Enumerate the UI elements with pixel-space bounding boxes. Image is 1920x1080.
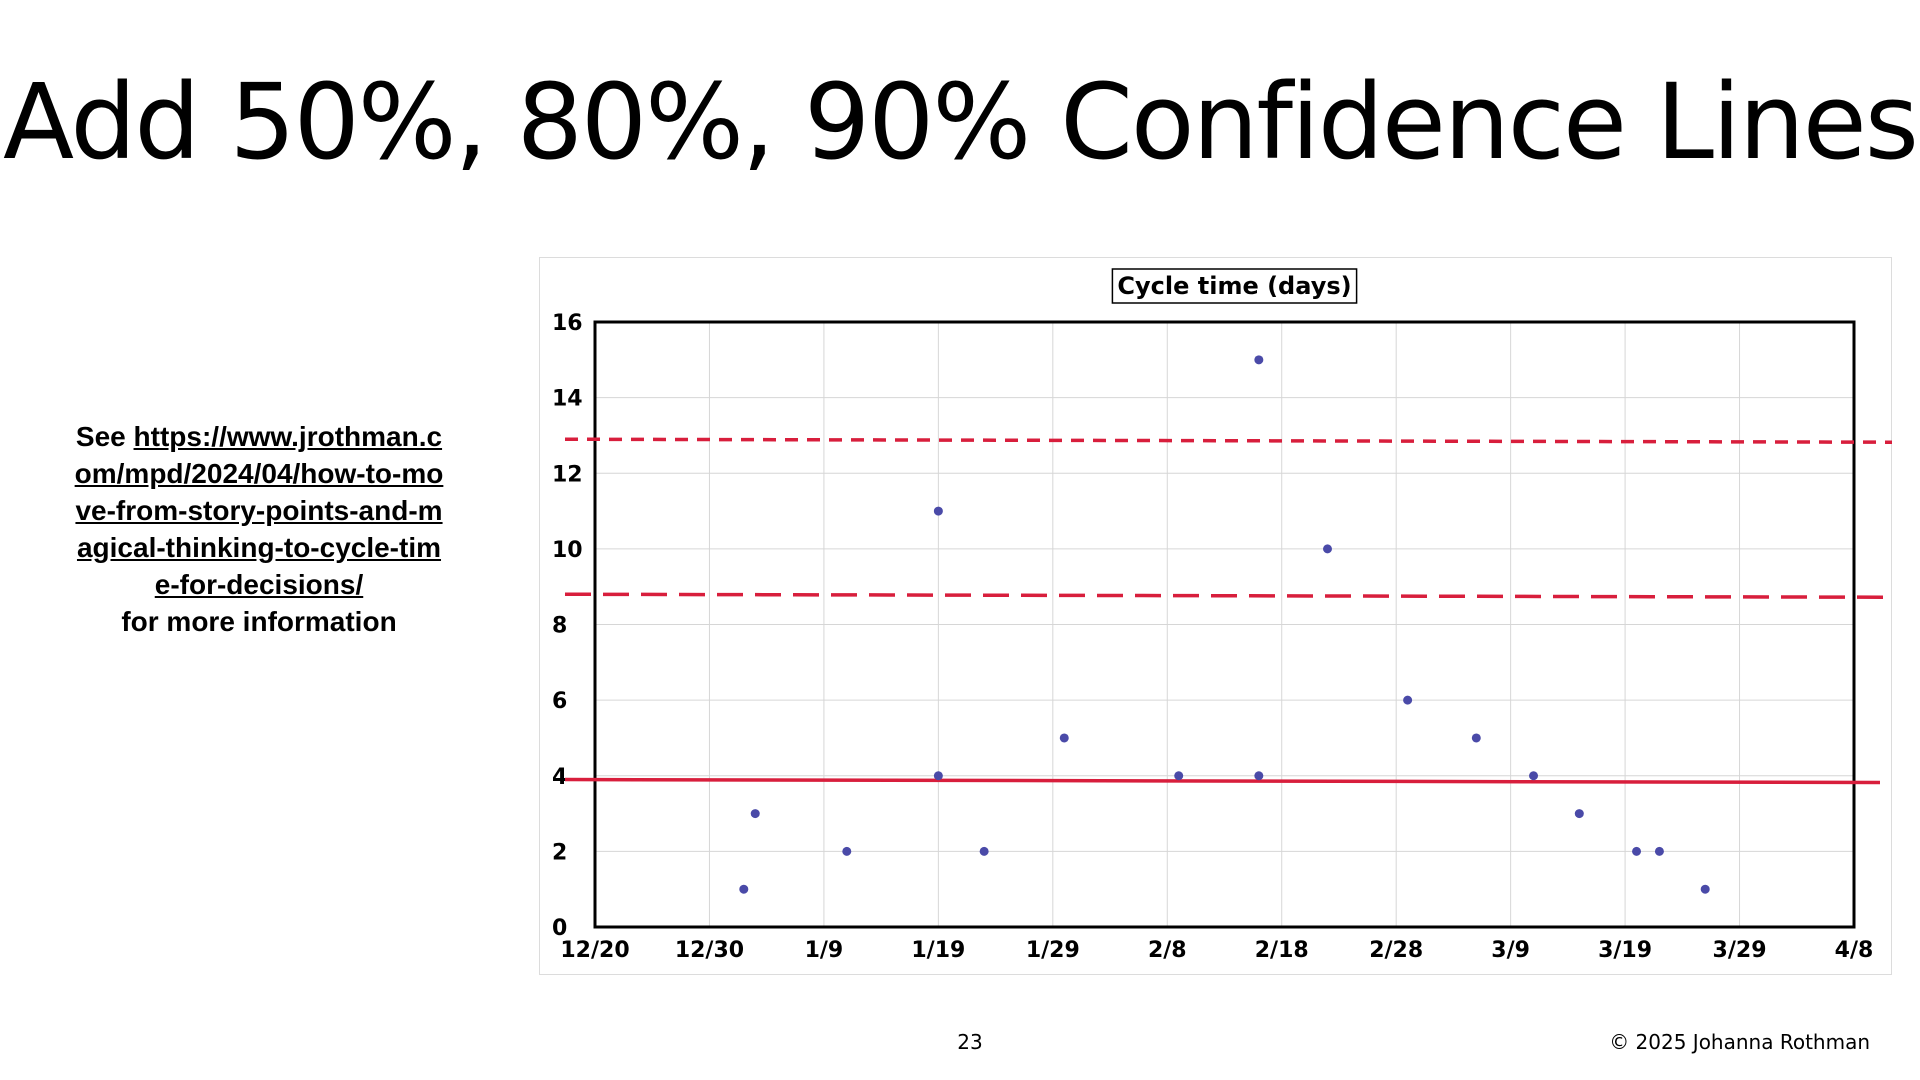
x-tick-label: 12/30 bbox=[675, 938, 744, 963]
x-tick-label: 3/19 bbox=[1598, 938, 1652, 963]
x-tick-label: 3/29 bbox=[1713, 938, 1767, 963]
data-point bbox=[1254, 355, 1264, 365]
data-point bbox=[1700, 884, 1710, 894]
cycle-time-chart: Cycle time (days) 12/20 12/30 1/9 1/19 1/29 2/… bbox=[539, 257, 1893, 975]
confidence-line bbox=[564, 777, 1881, 785]
y-tick-label: 16 bbox=[552, 311, 583, 336]
y-tick-label: 4 bbox=[552, 765, 567, 790]
data-point bbox=[1471, 733, 1481, 743]
data-point bbox=[1654, 846, 1664, 856]
y-tick-label: 10 bbox=[552, 538, 583, 563]
y-tick-label: 6 bbox=[552, 689, 567, 714]
x-tick-label: 12/20 bbox=[560, 938, 629, 963]
data-point bbox=[1403, 695, 1413, 705]
y-tick-label: 8 bbox=[552, 614, 567, 639]
page-number: 23 bbox=[957, 1030, 983, 1054]
data-point bbox=[979, 846, 989, 856]
data-point bbox=[933, 771, 943, 781]
data-point bbox=[933, 506, 943, 516]
x-tick-label: 1/19 bbox=[911, 938, 965, 963]
data-point bbox=[842, 846, 852, 856]
data-point bbox=[1059, 733, 1069, 743]
x-tick-label: 2/8 bbox=[1148, 938, 1187, 963]
copyright: © 2025 Johanna Rothman bbox=[1609, 1030, 1870, 1054]
reference-link[interactable]: https://www.jrothman.com/mpd/2024/04/how… bbox=[74, 421, 444, 600]
y-tick-label: 14 bbox=[552, 387, 583, 412]
x-tick-label: 4/8 bbox=[1835, 938, 1874, 963]
x-tick-label: 2/28 bbox=[1369, 938, 1423, 963]
data-point bbox=[1529, 771, 1539, 781]
note-prefix: See bbox=[75, 421, 134, 452]
note-suffix: for more information bbox=[121, 606, 397, 637]
confidence-line bbox=[564, 437, 1893, 444]
data-point bbox=[750, 809, 760, 819]
chart-title-box bbox=[1111, 268, 1358, 304]
data-point bbox=[1254, 771, 1264, 781]
confidence-line bbox=[564, 592, 1893, 599]
y-tick-label: 0 bbox=[552, 916, 567, 941]
slide-title: Add 50%, 80%, 90% Confidence Lines bbox=[3, 61, 1919, 183]
data-point bbox=[1632, 846, 1642, 856]
data-point bbox=[1323, 544, 1333, 554]
x-tick-label: 1/9 bbox=[805, 938, 844, 963]
reference-note: See https://www.jrothman.com/mpd/2024/04… bbox=[70, 418, 448, 640]
chart-title: Cycle time (days) bbox=[1117, 272, 1351, 300]
y-tick-label: 2 bbox=[552, 840, 567, 865]
x-tick-label: 3/9 bbox=[1491, 938, 1530, 963]
x-tick-label: 2/18 bbox=[1255, 938, 1309, 963]
data-point bbox=[1574, 809, 1584, 819]
y-tick-label: 12 bbox=[552, 462, 583, 487]
data-point bbox=[1174, 771, 1184, 781]
x-tick-label: 1/29 bbox=[1026, 938, 1080, 963]
chart-svg: Cycle time (days) 12/20 12/30 1/9 1/19 1/29 2/… bbox=[552, 268, 1893, 963]
data-point bbox=[739, 884, 749, 894]
plot-border bbox=[593, 320, 1856, 929]
